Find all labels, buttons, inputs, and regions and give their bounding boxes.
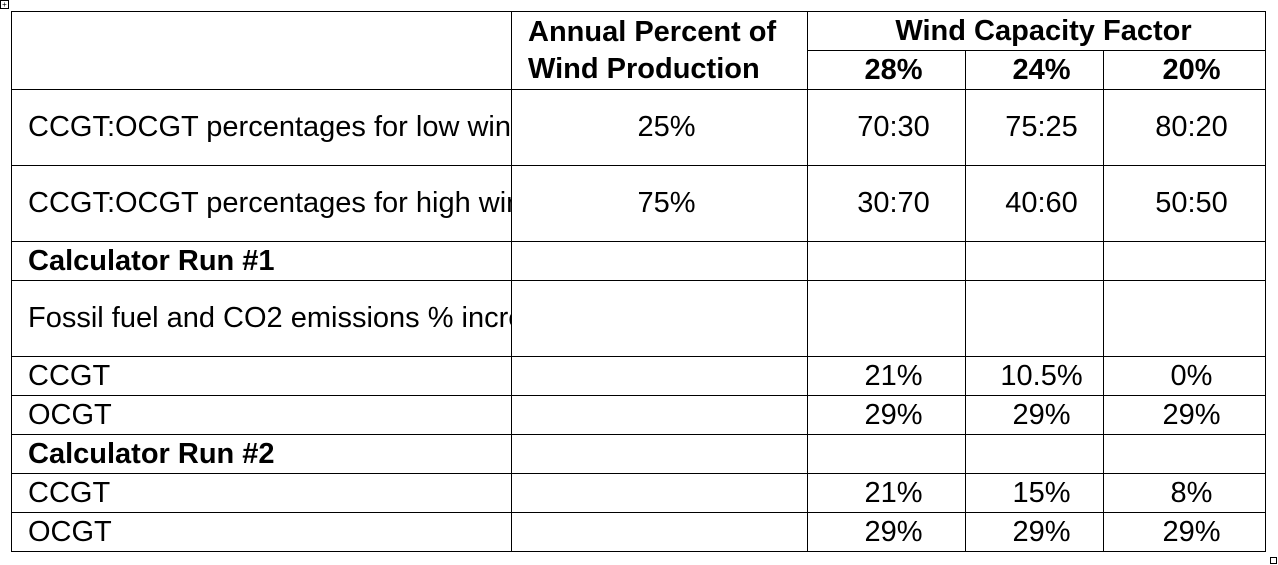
cf-24-value: 15% <box>965 473 1104 513</box>
annual-percent-header-line1: Annual Percent of <box>528 15 777 48</box>
cf-24-value <box>965 241 1104 281</box>
table-row: Calculator Run #2 <box>11 434 1266 474</box>
row-label: CCGT <box>11 473 512 513</box>
cf-24-value: 10.5% <box>965 356 1104 396</box>
cf-20-value: 0% <box>1103 356 1266 396</box>
annual-value <box>511 395 808 435</box>
cf-28-header: 28% <box>807 50 966 90</box>
annual-value: 25% <box>511 89 808 166</box>
cf-20-value: 29% <box>1103 512 1266 552</box>
table-row: Calculator Run #1 <box>11 241 1266 281</box>
cf-20-value <box>1103 434 1266 474</box>
table-row: CCGT 21% 10.5% 0% <box>11 356 1266 396</box>
cf-28-value <box>807 434 966 474</box>
header-row-2: 28% 24% 20% <box>12 50 1266 90</box>
cf-28-value: 21% <box>807 356 966 396</box>
cf-20-value: 29% <box>1103 395 1266 435</box>
annual-value <box>511 434 808 474</box>
table-row: CCGT 21% 15% 8% <box>11 473 1266 513</box>
cf-20-value: 80:20 <box>1103 89 1266 166</box>
cf-20-value: 8% <box>1103 473 1266 513</box>
row-label: CCGT <box>11 356 512 396</box>
annual-value: 75% <box>511 165 808 242</box>
annual-value <box>511 280 808 357</box>
cf-24-value: 75:25 <box>965 89 1104 166</box>
cf-24-value: 29% <box>965 395 1104 435</box>
wind-capacity-factor-header: Wind Capacity Factor <box>807 11 1266 51</box>
cf-28-value: 29% <box>807 512 966 552</box>
row-label: CCGT:OCGT percentages for low wind month… <box>11 89 512 166</box>
cf-28-value: 30:70 <box>807 165 966 242</box>
table-row: Fossil fuel and CO2 emissions % increase… <box>11 280 1266 357</box>
cf-28-value <box>807 280 966 357</box>
annual-value <box>511 356 808 396</box>
table-row: CCGT:OCGT percentages for low wind month… <box>11 89 1266 166</box>
cf-24-value: 40:60 <box>965 165 1104 242</box>
cf-24-value <box>965 434 1104 474</box>
table-row: CCGT:OCGT percentages for high wind mont… <box>11 165 1266 242</box>
cf-28-value: 29% <box>807 395 966 435</box>
cf-20-header: 20% <box>1103 50 1266 90</box>
section-label: Calculator Run #2 <box>11 434 512 474</box>
cf-28-value: 21% <box>807 473 966 513</box>
cf-28-value: 70:30 <box>807 89 966 166</box>
row-label: Fossil fuel and CO2 emissions % increase… <box>11 280 512 357</box>
cf-24-value <box>965 280 1104 357</box>
cf-20-value: 50:50 <box>1103 165 1266 242</box>
annual-value <box>511 241 808 281</box>
row-label: OCGT <box>11 395 512 435</box>
annual-value <box>511 473 808 513</box>
annual-percent-header: Annual Percent of Wind Production <box>511 11 808 90</box>
cf-20-value <box>1103 280 1266 357</box>
wind-capacity-table: Annual Percent of Wind Production Wind C… <box>11 11 1266 552</box>
section-label: Calculator Run #1 <box>11 241 512 281</box>
cf-24-header: 24% <box>965 50 1104 90</box>
table-row: OCGT 29% 29% 29% <box>11 512 1266 552</box>
annual-percent-header-line2: Wind Production <box>528 52 760 85</box>
table-row: OCGT 29% 29% 29% <box>11 395 1266 435</box>
annual-value <box>511 512 808 552</box>
header-empty-cell <box>11 11 512 90</box>
cf-28-value <box>807 241 966 281</box>
cf-24-value: 29% <box>965 512 1104 552</box>
header-row-1: Annual Percent of Wind Production Wind C… <box>11 11 1266 90</box>
cf-20-value <box>1103 241 1266 281</box>
table-resize-handle[interactable] <box>1270 557 1277 564</box>
row-label: CCGT:OCGT percentages for high wind mont… <box>11 165 512 242</box>
table-move-handle[interactable]: + <box>0 0 9 9</box>
row-label: OCGT <box>11 512 512 552</box>
